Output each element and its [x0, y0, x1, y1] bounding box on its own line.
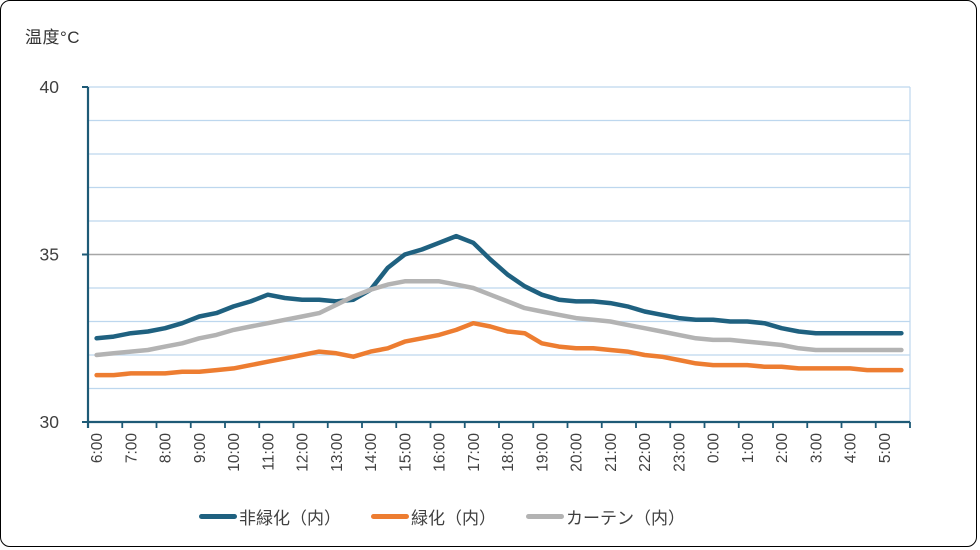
x-tick-label-11:00: 11:00 [260, 433, 277, 471]
legend-item-1[interactable]: 緑化（内） [371, 504, 496, 529]
x-tick-label-10:00: 10:00 [226, 433, 243, 472]
legend: 非緑化（内） 緑化（内） カーテン（内） [199, 504, 715, 529]
x-tick-label-15:00: 15:00 [397, 433, 414, 472]
x-tick-label-16:00: 16:00 [432, 433, 449, 472]
x-tick-label-23:00: 23:00 [671, 433, 688, 472]
x-tick-label-14:00: 14:00 [363, 433, 380, 472]
legend-item-2[interactable]: カーテン（内） [526, 504, 685, 529]
legend-label: 非緑化（内） [239, 509, 341, 528]
x-tick-label-19:00: 19:00 [534, 433, 551, 472]
x-tick-label-18:00: 18:00 [500, 433, 517, 472]
legend-item-0[interactable]: 非緑化（内） [199, 504, 341, 529]
x-tick-label-5:00: 5:00 [877, 433, 894, 464]
x-tick-label-8:00: 8:00 [158, 433, 175, 464]
x-tick-label-20:00: 20:00 [569, 433, 586, 472]
x-tick-label-21:00: 21:00 [603, 433, 620, 472]
x-tick-label-4:00: 4:00 [843, 433, 860, 464]
legend-swatch-icon [526, 514, 564, 519]
y-tick-label-30: 30 [40, 412, 60, 432]
x-tick-label-22:00: 22:00 [637, 433, 654, 472]
x-tick-label-1:00: 1:00 [740, 433, 757, 464]
x-tick-label-3:00: 3:00 [808, 433, 825, 464]
series-line-0[interactable] [94, 233, 904, 341]
x-tick-label-12:00: 12:00 [295, 433, 312, 472]
x-tick-label-2:00: 2:00 [774, 433, 791, 464]
x-tick-label-6:00: 6:00 [89, 433, 106, 464]
legend-label: 緑化（内） [411, 509, 496, 528]
series-line-1[interactable] [94, 320, 904, 378]
legend-swatch-icon [371, 514, 409, 519]
x-tick-label-0:00: 0:00 [706, 433, 723, 464]
series-line-2[interactable] [94, 279, 904, 358]
legend-label: カーテン（内） [566, 509, 685, 528]
x-tick-label-7:00: 7:00 [123, 433, 140, 464]
y-axis-title: 温度°C [25, 28, 81, 47]
legend-swatch-icon [199, 514, 237, 519]
x-tick-label-13:00: 13:00 [329, 433, 346, 472]
x-tick-label-17:00: 17:00 [466, 433, 483, 472]
y-tick-label-35: 35 [40, 245, 59, 265]
x-tick-label-9:00: 9:00 [192, 433, 209, 464]
y-tick-label-40: 40 [40, 77, 60, 97]
